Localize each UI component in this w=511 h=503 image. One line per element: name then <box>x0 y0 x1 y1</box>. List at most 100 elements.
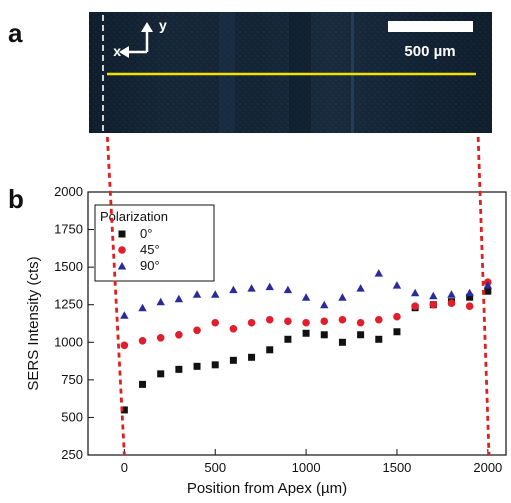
x-axis-title: Position from Apex (µm) <box>187 480 347 497</box>
data-point <box>357 331 365 339</box>
panel-a-letter: a <box>8 18 23 48</box>
data-point <box>338 338 346 346</box>
legend-label: 45° <box>140 242 160 257</box>
data-point <box>174 294 184 303</box>
legend-marker <box>118 246 126 254</box>
legend-marker <box>117 262 127 270</box>
data-point <box>320 331 328 339</box>
plot-area: 0 500 1000 1500 2000 250 500 750 1000 1250 1500 175… <box>25 184 507 497</box>
x-tick-label: 1000 <box>292 460 321 475</box>
data-point <box>229 324 238 333</box>
micrograph-overlay: x y 500 µm <box>89 12 492 133</box>
y-tick-label: 500 <box>61 409 83 424</box>
guide-lines <box>102 73 491 456</box>
data-point <box>283 285 293 294</box>
data-point <box>138 303 147 312</box>
legend-label: 90° <box>140 258 160 273</box>
data-point <box>265 315 274 324</box>
data-point <box>211 361 219 369</box>
data-point <box>338 293 347 301</box>
data-point <box>211 318 220 327</box>
x-arrow-head-icon <box>119 46 129 58</box>
series-2 <box>120 269 493 319</box>
y-tick-label: 1750 <box>54 222 83 237</box>
data-point <box>266 346 274 354</box>
legend-box <box>94 204 215 282</box>
data-point <box>248 353 256 361</box>
legend: Polarization 0°45°90° <box>94 204 215 282</box>
guide-line <box>102 73 126 456</box>
data-point <box>193 326 201 335</box>
data-point <box>320 300 329 309</box>
data-point <box>447 299 456 308</box>
data-point <box>211 290 220 298</box>
data-point <box>175 365 183 373</box>
data-point <box>193 362 201 370</box>
panel-b-letter: b <box>8 184 24 214</box>
data-point <box>138 336 147 345</box>
data-point <box>483 281 493 289</box>
data-point <box>247 318 256 327</box>
y-tick-label: 250 <box>61 447 83 462</box>
axis-y-label: y <box>159 17 167 33</box>
data-point <box>284 335 292 343</box>
y-tick-label: 1250 <box>54 297 83 312</box>
data-point <box>410 288 420 297</box>
micrograph-stripe <box>289 12 311 133</box>
data-point <box>320 317 329 326</box>
data-point <box>356 284 365 292</box>
data-point <box>120 341 129 350</box>
y-arrow-head-icon <box>141 22 153 32</box>
data-point <box>229 285 238 294</box>
data-point <box>411 302 419 311</box>
data-point <box>392 281 402 289</box>
scale-bar <box>388 21 473 32</box>
axis-x-label: x <box>113 43 121 59</box>
x-tick-label: 500 <box>204 460 226 475</box>
data-point <box>375 335 383 343</box>
micrograph-stripe <box>351 12 354 133</box>
data-point <box>139 380 147 388</box>
data-point <box>302 329 310 337</box>
data-point <box>484 287 492 295</box>
legend-label: 0° <box>140 226 152 241</box>
guide-line <box>474 73 491 456</box>
data-point <box>156 297 165 306</box>
x-tick-label: 1500 <box>382 460 411 475</box>
series-1 <box>120 278 492 350</box>
data-point <box>465 288 474 297</box>
series-0 <box>120 287 492 414</box>
plot-frame <box>87 191 507 456</box>
data-point <box>192 290 202 298</box>
legend-marker <box>118 230 126 238</box>
data-point <box>156 333 165 342</box>
data-point <box>301 293 311 301</box>
data-point <box>429 300 438 309</box>
data-point <box>465 302 474 311</box>
data-point <box>302 318 310 327</box>
data-point <box>393 312 401 321</box>
data-point <box>338 315 347 324</box>
data-point <box>175 330 183 339</box>
y-axis-title: SERS Intensity (cts) <box>25 256 42 390</box>
y-tick-label: 2000 <box>54 184 83 199</box>
data-point <box>120 311 129 319</box>
scale-bar-label: 500 µm <box>404 43 455 60</box>
data-point <box>447 290 456 298</box>
data-point <box>466 293 474 301</box>
y-tick-label: 1500 <box>54 259 83 274</box>
micrograph-image: x y 500 µm <box>89 12 492 133</box>
legend-title: Polarization <box>100 209 168 224</box>
data-point <box>229 356 237 364</box>
data-point <box>247 284 256 292</box>
data-point <box>374 269 383 277</box>
data-point <box>374 315 383 324</box>
data-point <box>393 328 401 336</box>
data-point <box>157 370 165 378</box>
y-tick-label: 1000 <box>54 334 83 349</box>
data-point <box>356 318 365 327</box>
x-tick-label: 0 <box>121 460 128 475</box>
y-tick-label: 750 <box>61 372 83 387</box>
data-point <box>429 291 438 300</box>
